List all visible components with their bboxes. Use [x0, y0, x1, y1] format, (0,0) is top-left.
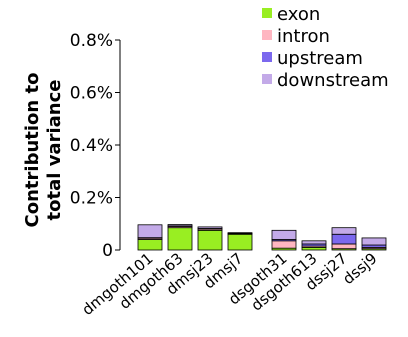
bar-segment-exon	[167, 227, 193, 251]
bar-segment-downstream	[301, 240, 327, 245]
bars	[137, 224, 387, 251]
axes: 0 0.2% 0.4% 0.6% 0.8%	[70, 31, 121, 261]
y-tick-label: 0.2%	[70, 189, 113, 209]
y-tick-label: 0.8%	[70, 31, 113, 51]
bar-segment-upstream	[331, 233, 357, 245]
legend-swatch-exon	[262, 8, 272, 18]
bar-segment-intron	[331, 243, 357, 250]
y-axis-label-line: total variance	[44, 80, 65, 221]
legend-label: downstream	[277, 70, 389, 91]
bar-segment-exon	[227, 233, 253, 251]
x-tick-label: dssj9	[339, 249, 380, 288]
bar-segment-intron	[271, 240, 297, 249]
x-tick-labels: dmgoth101dmgoth63dmsj23dmsj7dsgoth31dsgo…	[78, 249, 380, 319]
bar-segment-downstream	[271, 229, 297, 240]
bar-segment-downstream	[227, 232, 253, 234]
bar-segment-downstream	[197, 226, 223, 229]
legend-label: exon	[277, 4, 320, 25]
bar-segment-downstream	[331, 227, 357, 235]
y-tick-label: 0.4%	[70, 136, 113, 156]
bar-segment-exon	[137, 239, 163, 251]
legend-swatch-intron	[262, 30, 272, 40]
legend-swatch-upstream	[262, 52, 272, 62]
legend-swatch-downstream	[262, 74, 272, 84]
bar-segment-downstream	[361, 237, 387, 246]
y-axis-label: Contribution tototal variance	[22, 73, 65, 228]
bar-segment-exon	[197, 229, 223, 251]
y-axis-label-line: Contribution to	[22, 73, 43, 228]
y-tick-label: 0	[102, 241, 113, 261]
legend-label: upstream	[277, 48, 363, 69]
legend-label: intron	[277, 26, 330, 47]
bar-segment-downstream	[137, 224, 163, 239]
bar-segment-downstream	[167, 224, 193, 227]
y-tick-label: 0.6%	[70, 84, 113, 104]
